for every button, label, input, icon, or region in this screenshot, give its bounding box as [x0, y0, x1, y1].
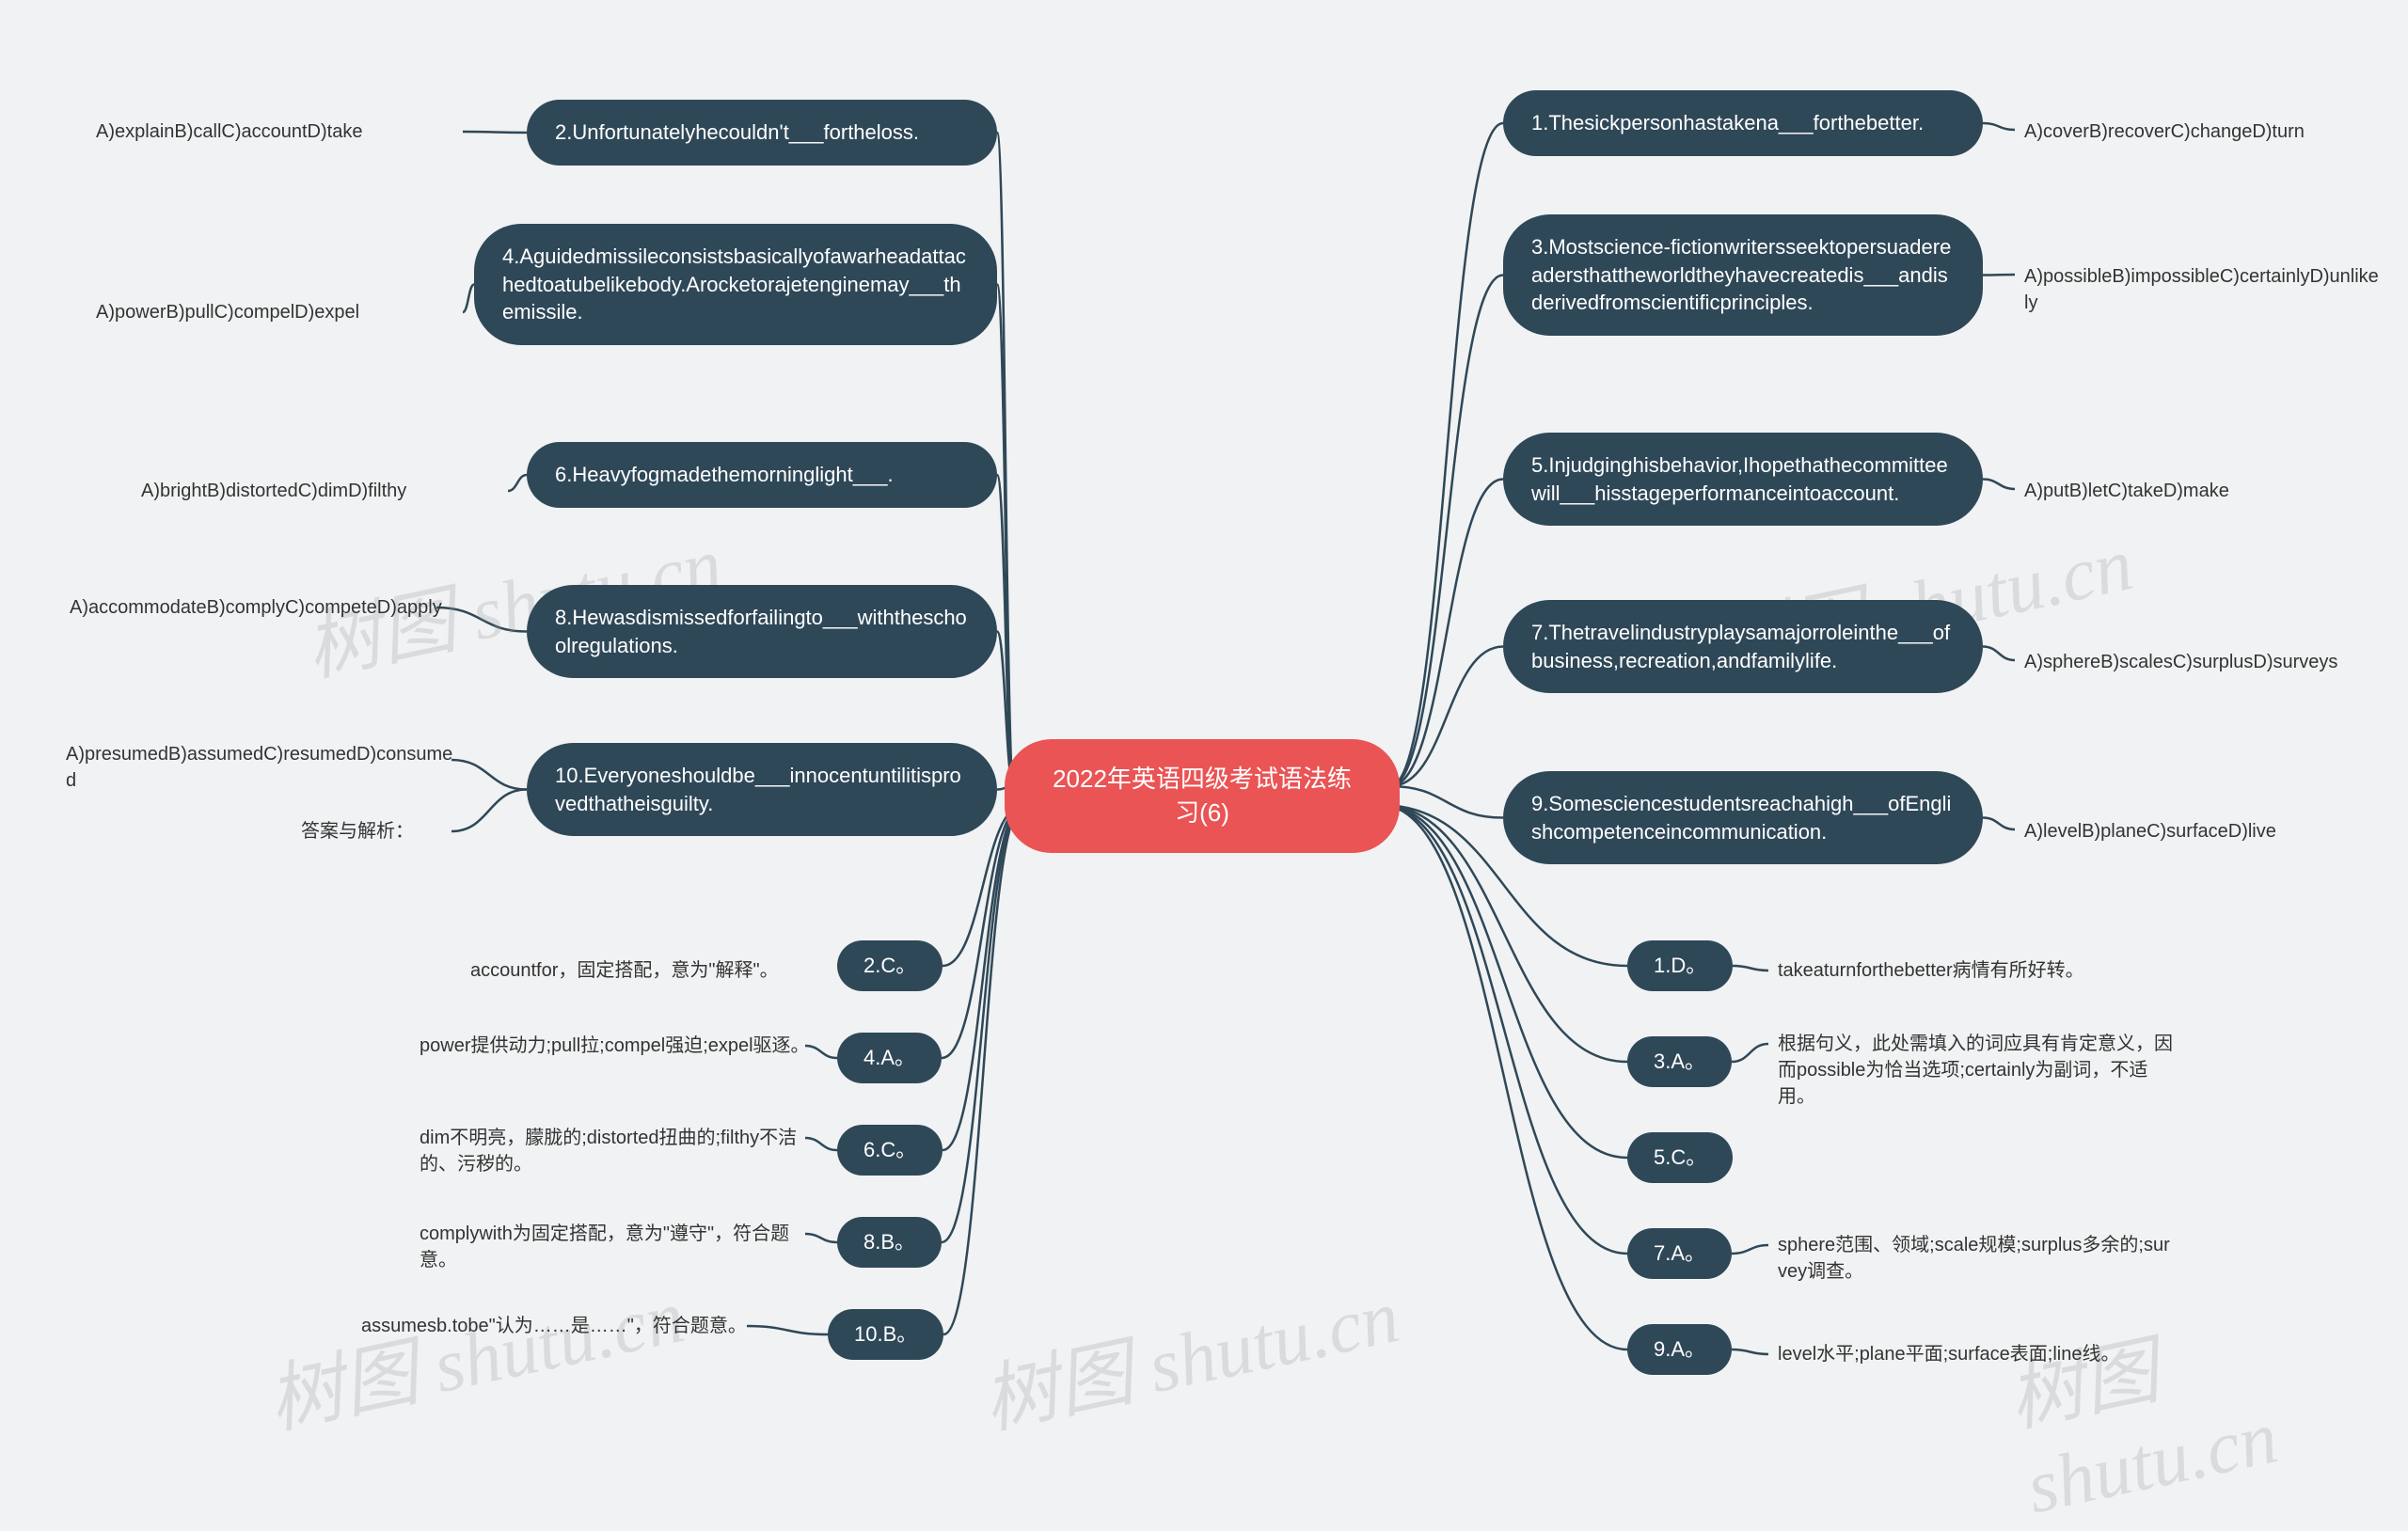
answer-right-1[interactable]: 3.A。 — [1627, 1036, 1732, 1087]
explain-right-1: 根据句义，此处需填入的词应具有肯定意义，因而possible为恰当选项;cert… — [1778, 1031, 2173, 1110]
explain-right-3: sphere范围、领域;scale规模;surplus多余的;survey调查。 — [1778, 1232, 2173, 1285]
question-right-1-text: 3.Mostscience-fictionwritersseektopersua… — [1531, 235, 1951, 314]
answer-right-0-text: 1.D。 — [1654, 954, 1706, 977]
watermark: 树图 shutu.cn — [257, 1255, 692, 1450]
watermark: 树图 shutu.cn — [972, 1255, 1407, 1450]
answer-left-0-text: 2.C。 — [863, 954, 916, 977]
answer-right-0[interactable]: 1.D。 — [1627, 940, 1733, 991]
question-left-4-text: 10.Everyoneshouldbe___innocentuntilitisp… — [555, 764, 961, 815]
answer-left-2-text: 6.C。 — [863, 1138, 916, 1161]
answer-left-4-text: 10.B。 — [854, 1322, 917, 1346]
answer-left-4[interactable]: 10.B。 — [828, 1309, 943, 1360]
answer-right-2-text: 5.C。 — [1654, 1145, 1706, 1169]
question-left-2-text: 6.Heavyfogmadethemorninglight___. — [555, 463, 894, 486]
question-left-2[interactable]: 6.Heavyfogmadethemorninglight___. — [527, 442, 997, 508]
explain-left-2: dim不明亮，朦胧的;distorted扭曲的;filthy不洁的、污秽的。 — [420, 1125, 815, 1177]
question-right-3[interactable]: 7.Thetravelindustryplaysamajorroleinthe_… — [1503, 600, 1983, 693]
answer-left-3-text: 8.B。 — [863, 1230, 915, 1254]
explain-left-1: power提供动力;pull拉;compel强迫;expel驱逐。 — [420, 1033, 815, 1059]
options-left-4: A)presumedB)assumedC)resumedD)consumed — [66, 741, 461, 794]
question-right-2[interactable]: 5.Injudginghisbehavior,Ihopethathecommit… — [1503, 433, 1983, 526]
answer-left-1-text: 4.A。 — [863, 1046, 915, 1069]
extra-left-4: 答案与解析： — [301, 818, 489, 844]
options-right-1: A)possibleB)impossibleC)certainlyD)unlik… — [2024, 263, 2382, 316]
question-left-0-text: 2.Unfortunatelyhecouldn't___fortheloss. — [555, 120, 919, 144]
answer-right-3[interactable]: 7.A。 — [1627, 1228, 1732, 1279]
answer-right-3-text: 7.A。 — [1654, 1241, 1705, 1265]
answer-right-2[interactable]: 5.C。 — [1627, 1132, 1733, 1183]
answer-left-3[interactable]: 8.B。 — [837, 1217, 942, 1268]
explain-left-3: complywith为固定搭配，意为"遵守"，符合题意。 — [420, 1221, 815, 1273]
options-right-4: A)levelB)planeC)surfaceD)live — [2024, 818, 2382, 844]
question-right-4-text: 9.Somesciencestudentsreachahigh___ofEngl… — [1531, 792, 1951, 844]
options-right-0: A)coverB)recoverC)changeD)turn — [2024, 118, 2382, 145]
explain-right-4: level水平;plane平面;surface表面;line线。 — [1778, 1341, 2173, 1367]
options-left-1: A)powerB)pullC)compelD)expel — [96, 299, 472, 325]
question-right-3-text: 7.Thetravelindustryplaysamajorroleinthe_… — [1531, 621, 1950, 672]
options-right-2: A)putB)letC)takeD)make — [2024, 478, 2382, 504]
center-title: 2022年英语四级考试语法练习(6) — [1053, 765, 1352, 827]
mindmap-canvas: 树图 shutu.cn树图 shutu.cn树图 shutu.cn树图 shut… — [0, 0, 2408, 1359]
explain-left-4: assumesb.tobe"认为……是……"，符合题意。 — [361, 1313, 756, 1339]
question-left-3-text: 8.Hewasdismissedforfailingto___withthesc… — [555, 606, 967, 657]
question-left-4[interactable]: 10.Everyoneshouldbe___innocentuntilitisp… — [527, 743, 997, 836]
answer-right-1-text: 3.A。 — [1654, 1050, 1705, 1073]
explain-right-0: takeaturnforthebetter病情有所好转。 — [1778, 957, 2173, 984]
question-left-3[interactable]: 8.Hewasdismissedforfailingto___withthesc… — [527, 585, 997, 678]
options-left-2: A)brightB)distortedC)dimD)filthy — [141, 478, 517, 504]
explain-left-0: accountfor，固定搭配，意为"解释"。 — [470, 957, 865, 984]
options-left-3: A)accommodateB)complyC)competeD)apply — [70, 594, 446, 621]
question-left-1[interactable]: 4.Aguidedmissileconsistsbasicallyofawarh… — [474, 224, 997, 345]
answer-left-1[interactable]: 4.A。 — [837, 1033, 942, 1083]
answer-left-2[interactable]: 6.C。 — [837, 1125, 943, 1176]
answer-right-4-text: 9.A。 — [1654, 1337, 1705, 1361]
question-right-2-text: 5.Injudginghisbehavior,Ihopethathecommit… — [1531, 453, 1948, 505]
options-left-0: A)explainB)callC)accountD)take — [96, 118, 472, 145]
answer-right-4[interactable]: 9.A。 — [1627, 1324, 1732, 1375]
options-right-3: A)sphereB)scalesC)surplusD)surveys — [2024, 649, 2382, 675]
question-right-0-text: 1.Thesickpersonhastakena___forthebetter. — [1531, 111, 1924, 134]
connector-layer — [0, 0, 2408, 1359]
center-node[interactable]: 2022年英语四级考试语法练习(6) — [1005, 739, 1400, 853]
question-left-1-text: 4.Aguidedmissileconsistsbasicallyofawarh… — [502, 245, 966, 324]
watermark: 树图 shutu.cn — [1997, 1259, 2408, 1531]
question-right-1[interactable]: 3.Mostscience-fictionwritersseektopersua… — [1503, 214, 1983, 336]
question-right-4[interactable]: 9.Somesciencestudentsreachahigh___ofEngl… — [1503, 771, 1983, 864]
question-right-0[interactable]: 1.Thesickpersonhastakena___forthebetter. — [1503, 90, 1983, 156]
question-left-0[interactable]: 2.Unfortunatelyhecouldn't___fortheloss. — [527, 100, 997, 166]
